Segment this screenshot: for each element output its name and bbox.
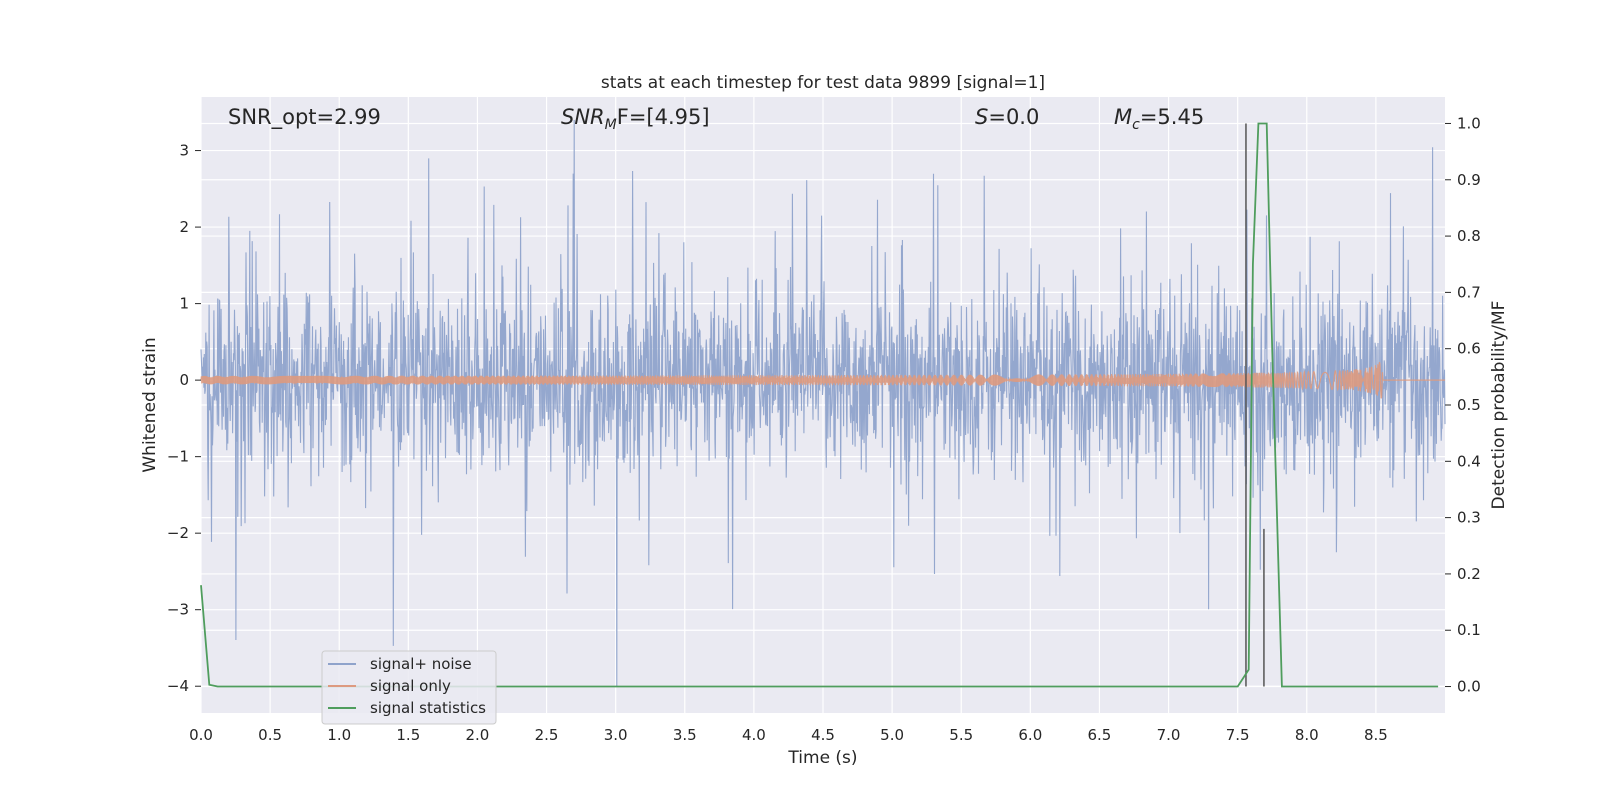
series-line-signal-statistics xyxy=(200,122,1439,688)
y-right-tick-label: 0.3 xyxy=(1457,509,1481,527)
s-italic: S xyxy=(975,105,988,129)
s-rest: =0.0 xyxy=(988,105,1039,129)
y-tick-label: −4 xyxy=(167,677,189,695)
legend-box xyxy=(321,650,497,725)
y-right-tick-label: 0.1 xyxy=(1457,621,1481,639)
x-tick-label: 6.5 xyxy=(1088,726,1112,744)
mc-annotation: Mc=5.45 xyxy=(1114,105,1204,133)
axes-ticks: 0.0 0.5 1.0 1.5 2.0 2.5 3.0 3.5 4.0 4.5 5.0 5.5 6.0 6… xyxy=(167,114,1481,744)
s-annotation: S=0.0 xyxy=(975,105,1039,129)
mc-sub: c xyxy=(1132,117,1140,133)
y-right-tick-label: 0.9 xyxy=(1457,171,1481,189)
x-tick-label: 5.5 xyxy=(949,726,973,744)
snr-mf-annotation: SNRMF=[4.95] xyxy=(561,105,710,133)
x-tick-label: 2.5 xyxy=(535,726,559,744)
legend: signal+ noise signal only signal statist… xyxy=(321,650,497,725)
plot-area xyxy=(200,119,1446,688)
x-tick-label: 6.0 xyxy=(1018,726,1042,744)
snr-mf-sub: M xyxy=(605,117,617,133)
x-tick-label: 8.0 xyxy=(1295,726,1319,744)
series-line-signal-only xyxy=(200,361,1445,399)
x-tick-label: 7.0 xyxy=(1157,726,1181,744)
snr-opt-annotation: SNR_opt=2.99 xyxy=(228,105,381,130)
x-tick-label: 4.5 xyxy=(811,726,835,744)
series-line-signal-noise xyxy=(200,119,1446,687)
mc-rest: =5.45 xyxy=(1140,105,1204,129)
x-axis-label: Time (s) xyxy=(787,748,857,768)
snr-mf-main: SNR xyxy=(561,105,605,129)
legend-label-signal-noise: signal+ noise xyxy=(370,655,472,673)
x-tick-label: 0.5 xyxy=(258,726,282,744)
y-right-tick-label: 0.7 xyxy=(1457,283,1481,301)
snr-mf-rest: F=[4.95] xyxy=(617,105,710,129)
y-right-tick-label: 0.2 xyxy=(1457,565,1481,583)
y-axis-label: Whitened strain xyxy=(140,337,160,472)
x-tick-label: 1.5 xyxy=(396,726,420,744)
y-right-tick-label: 0.5 xyxy=(1457,396,1481,414)
y-tick-label: 0 xyxy=(179,371,189,389)
y-tick-label: 1 xyxy=(179,295,189,313)
x-tick-label: 1.0 xyxy=(327,726,351,744)
chart-title: stats at each timestep for test data 989… xyxy=(601,73,1045,93)
x-tick-label: 0.0 xyxy=(189,726,213,744)
x-tick-label: 2.0 xyxy=(466,726,490,744)
y-tick-label: −3 xyxy=(167,601,189,619)
x-tick-label: 4.0 xyxy=(742,726,766,744)
y-axis-label-right: Detection probability/MF xyxy=(1489,301,1509,510)
y-tick-label: 3 xyxy=(179,142,189,160)
legend-label-signal-statistics: signal statistics xyxy=(370,699,486,717)
y-tick-label: −2 xyxy=(167,524,189,542)
x-tick-label: 8.5 xyxy=(1364,726,1388,744)
y-right-tick-label: 0.6 xyxy=(1457,340,1481,358)
y-right-tick-label: 1.0 xyxy=(1457,114,1481,132)
y-tick-label: 2 xyxy=(179,218,189,236)
y-right-tick-label: 0.8 xyxy=(1457,227,1481,245)
y-right-tick-label: 0.0 xyxy=(1457,678,1481,696)
legend-label-signal-only: signal only xyxy=(370,677,451,695)
y-tick-label: −1 xyxy=(167,448,189,466)
x-tick-label: 7.5 xyxy=(1226,726,1250,744)
x-tick-label: 5.0 xyxy=(880,726,904,744)
x-tick-label: 3.0 xyxy=(604,726,628,744)
x-tick-label: 3.5 xyxy=(673,726,697,744)
y-right-tick-label: 0.4 xyxy=(1457,452,1481,470)
mc-main: M xyxy=(1114,105,1132,129)
